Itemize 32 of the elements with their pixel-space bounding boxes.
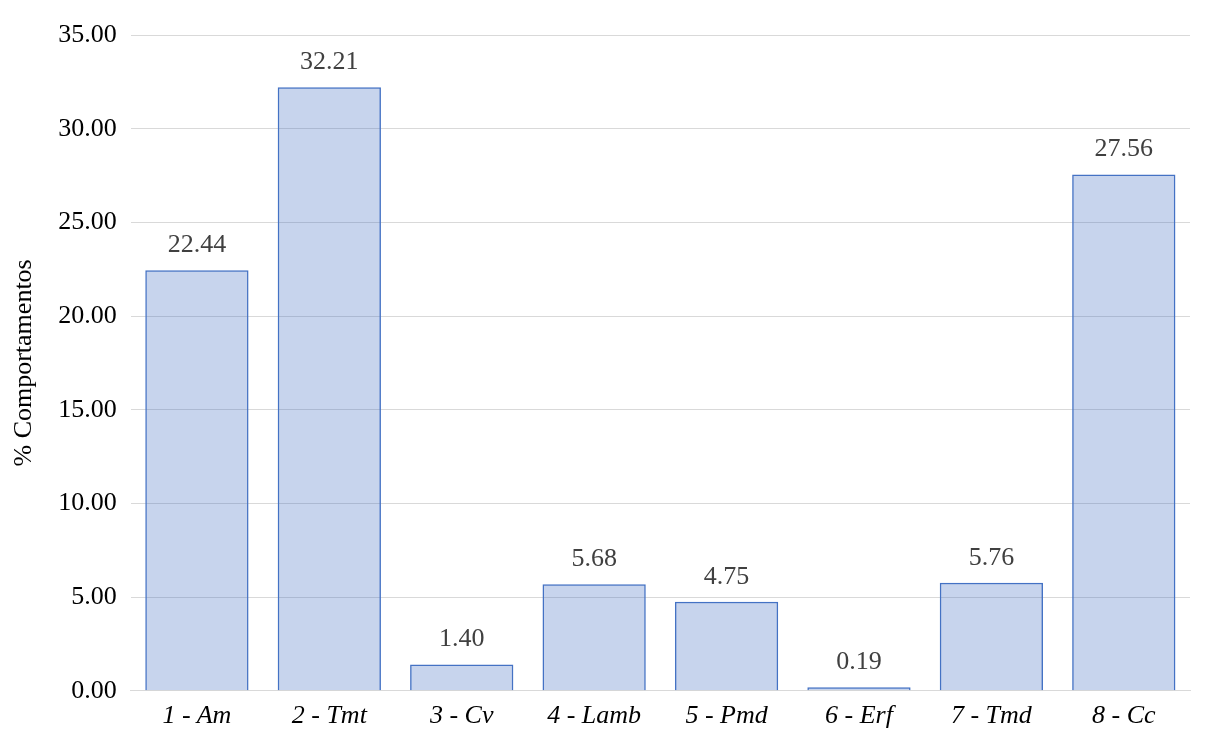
- bar: [145, 270, 249, 691]
- y-tick-label: 15.00: [58, 393, 117, 423]
- bar: [939, 582, 1044, 691]
- data-label: 4.75: [703, 560, 750, 590]
- x-tick-label: 5 - Pmd: [685, 700, 769, 730]
- x-tick-label: 1 - Am: [162, 700, 232, 730]
- bar: [542, 584, 646, 691]
- data-label: 1.40: [438, 623, 485, 653]
- x-tick-label: 6 - Erf: [825, 700, 897, 730]
- data-label: 0.19: [836, 646, 882, 676]
- y-tick-label: 0.00: [71, 674, 117, 704]
- bar: [277, 87, 381, 691]
- bar: [674, 601, 779, 691]
- x-tick-label: 7 - Tmd: [950, 700, 1033, 730]
- x-tick-label: 3 - Cv: [428, 700, 494, 730]
- data-label: 5.68: [571, 543, 617, 573]
- y-tick-label: 5.00: [71, 580, 117, 610]
- y-tick-label: 35.00: [58, 18, 117, 48]
- y-tick-label: 20.00: [58, 299, 117, 329]
- y-tick-label: 25.00: [58, 206, 117, 236]
- y-axis-title: % Comportamentos: [8, 259, 38, 467]
- data-label: 5.76: [968, 541, 1015, 571]
- x-tick-label: 4 - Lamb: [547, 700, 642, 730]
- bar: [410, 664, 514, 691]
- bar: [1072, 174, 1176, 691]
- y-tick-label: 10.00: [58, 487, 117, 517]
- data-label: 27.56: [1094, 133, 1154, 163]
- x-tick-label: 8 - Cc: [1092, 700, 1157, 730]
- x-tick-label: 2 - Tmt: [291, 700, 368, 730]
- data-label: 22.44: [167, 229, 227, 259]
- data-label: 32.21: [300, 46, 359, 76]
- y-tick-label: 30.00: [58, 112, 117, 142]
